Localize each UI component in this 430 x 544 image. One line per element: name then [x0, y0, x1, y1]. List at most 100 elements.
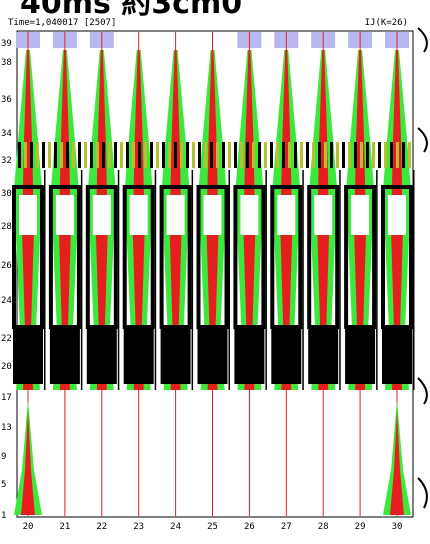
- bottom-core: [21, 410, 35, 515]
- stripe: [330, 142, 333, 168]
- y-label: 24: [1, 296, 12, 306]
- stripe: [294, 142, 297, 168]
- x-label: 25: [207, 522, 218, 532]
- y-label: 1: [1, 511, 6, 521]
- cell-hole: [314, 195, 333, 235]
- stripe: [354, 142, 357, 168]
- y-label: 9: [1, 452, 6, 462]
- stripe: [120, 142, 123, 168]
- side-line: [265, 170, 267, 390]
- stripe: [276, 142, 279, 168]
- title: 40ms 約3cm0: [20, 0, 242, 21]
- cell: [159, 185, 192, 329]
- stripe: [390, 142, 393, 168]
- side-line: [302, 170, 304, 390]
- blob: [345, 328, 376, 384]
- stripe: [360, 142, 363, 168]
- cell-hole: [19, 195, 37, 235]
- blob: [382, 328, 412, 384]
- red-line: [396, 32, 398, 516]
- cell: [233, 185, 266, 329]
- blob: [271, 328, 302, 384]
- stripe: [282, 142, 285, 168]
- stripe: [150, 142, 153, 168]
- blob: [86, 328, 117, 384]
- stripe: [342, 142, 345, 168]
- cell-hole: [203, 195, 222, 235]
- y-label: 32: [1, 156, 12, 166]
- cell: [381, 185, 413, 329]
- stripe: [402, 142, 405, 168]
- cell-hole: [277, 195, 296, 235]
- x-label: 24: [170, 522, 181, 532]
- side-line: [376, 170, 378, 390]
- y-label: 38: [1, 58, 12, 68]
- red-line: [248, 32, 250, 516]
- stripe: [78, 142, 81, 168]
- x-label: 21: [59, 522, 70, 532]
- cell: [48, 185, 81, 329]
- stripe: [396, 142, 399, 168]
- cell: [344, 185, 377, 329]
- stripe: [126, 142, 129, 168]
- red-line: [64, 32, 66, 516]
- blob: [234, 328, 265, 384]
- x-label: 29: [355, 522, 366, 532]
- stripe: [18, 142, 21, 168]
- stripe: [114, 142, 117, 168]
- side-line: [44, 170, 46, 390]
- time-label: Time=1,040017 [2507]: [8, 18, 116, 28]
- stripe: [54, 142, 57, 168]
- stripe: [132, 142, 135, 168]
- stripe: [336, 142, 339, 168]
- stripe: [240, 142, 243, 168]
- red-line: [322, 32, 324, 516]
- stripe: [222, 142, 225, 168]
- stripe: [216, 142, 219, 168]
- blob: [49, 328, 80, 384]
- cell-hole: [55, 195, 74, 235]
- stripe: [204, 142, 207, 168]
- blob: [123, 328, 154, 384]
- field: [12, 32, 415, 516]
- y-label: 20: [1, 362, 12, 372]
- blob: [160, 328, 191, 384]
- side-line: [154, 170, 157, 390]
- stripe: [198, 142, 201, 168]
- cell: [122, 185, 155, 329]
- cell: [12, 185, 44, 329]
- x-label: 28: [318, 522, 329, 532]
- slice-label: IJ(K=26): [365, 18, 408, 28]
- y-label: 26: [1, 261, 12, 271]
- red-line: [359, 32, 361, 516]
- cell: [270, 185, 303, 329]
- stripe: [168, 142, 171, 168]
- x-label: 20: [23, 522, 34, 532]
- stripe: [264, 142, 267, 168]
- y-label: 28: [1, 222, 12, 232]
- stripe: [372, 142, 375, 168]
- stripe: [192, 142, 195, 168]
- blob: [197, 328, 228, 384]
- stripe: [306, 142, 309, 168]
- cell: [85, 185, 118, 329]
- stripe: [102, 142, 105, 168]
- stripe: [72, 142, 75, 168]
- red-line: [285, 32, 287, 516]
- x-label: 26: [244, 522, 255, 532]
- stripe: [180, 142, 183, 168]
- stripe: [300, 142, 303, 168]
- cell-hole: [166, 195, 185, 235]
- cell-hole: [388, 195, 406, 235]
- y-label: 39: [1, 39, 12, 49]
- stripe: [96, 142, 99, 168]
- y-label: 34: [1, 129, 12, 139]
- blob: [308, 328, 339, 384]
- red-line: [101, 32, 103, 516]
- stripe: [312, 142, 315, 168]
- stripe: [42, 142, 45, 168]
- stripe: [252, 142, 255, 168]
- side-line: [339, 170, 341, 390]
- stripe: [138, 142, 141, 168]
- x-label: 30: [392, 522, 403, 532]
